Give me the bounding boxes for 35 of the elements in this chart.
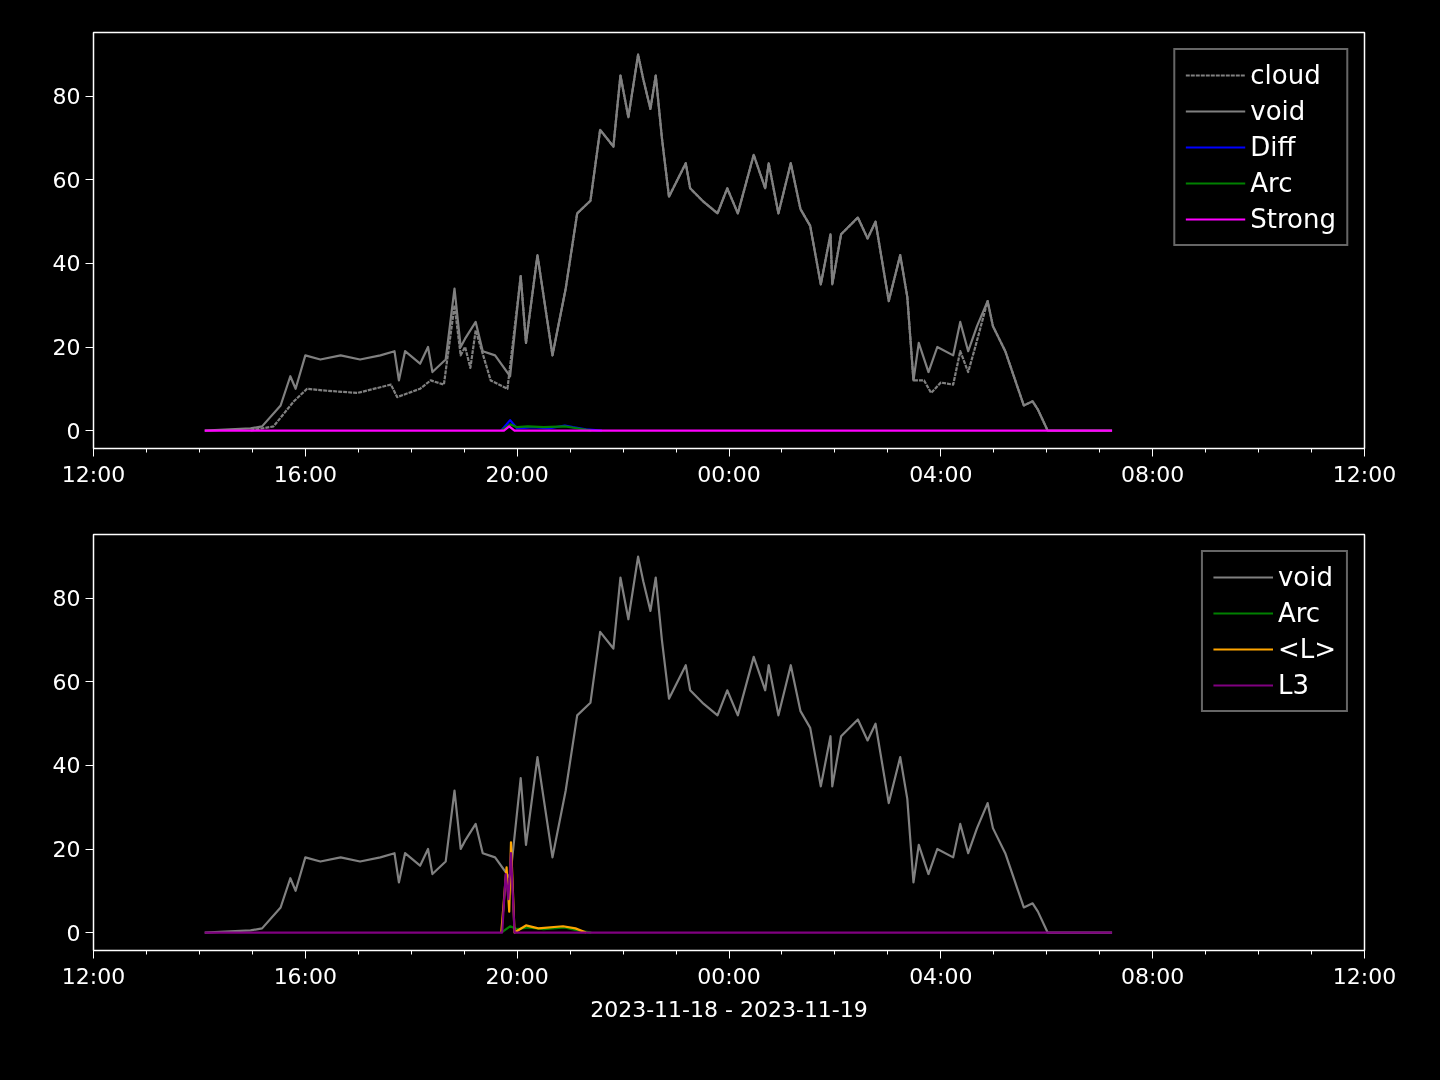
y-tick-label: 40 bbox=[52, 251, 81, 277]
legend-label: Arc bbox=[1250, 168, 1293, 198]
x-tick-label: 08:00 bbox=[1120, 963, 1185, 989]
y-tick-label: 0 bbox=[66, 418, 81, 444]
legend-label: <L> bbox=[1277, 634, 1336, 664]
y-tick-label: 60 bbox=[52, 669, 81, 695]
legend-label: Arc bbox=[1277, 598, 1321, 628]
legend-label: Diff bbox=[1250, 132, 1296, 162]
x-tick-label: 20:00 bbox=[485, 461, 549, 487]
legend-label: void bbox=[1250, 96, 1306, 126]
x-tick-label: 00:00 bbox=[697, 461, 761, 487]
x-tick-label: 12:00 bbox=[1332, 461, 1397, 487]
y-tick-label: 20 bbox=[52, 837, 81, 863]
x-tick-label: 12:00 bbox=[61, 461, 126, 487]
y-tick-label: 80 bbox=[52, 586, 81, 612]
x-tick-label: 00:00 bbox=[697, 963, 761, 989]
legend-label: L3 bbox=[1277, 670, 1309, 700]
legend-label: void bbox=[1277, 562, 1333, 592]
x-tick-label: 12:00 bbox=[61, 963, 126, 989]
x-tick-label: 12:00 bbox=[1332, 963, 1397, 989]
y-tick-label: 0 bbox=[66, 920, 81, 946]
x-axis-title: 2023-11-18 - 2023-11-19 bbox=[590, 996, 868, 1022]
x-tick-label: 16:00 bbox=[273, 963, 338, 989]
x-tick-label: 04:00 bbox=[909, 461, 973, 487]
y-tick-label: 20 bbox=[52, 335, 81, 361]
y-tick-label: 40 bbox=[52, 753, 81, 779]
legend-label: Strong bbox=[1250, 204, 1336, 234]
y-tick-label: 60 bbox=[52, 167, 81, 193]
line-series bbox=[203, 852, 1114, 934]
x-tick-label: 20:00 bbox=[485, 963, 549, 989]
legend-label: cloud bbox=[1250, 60, 1321, 90]
x-tick-label: 16:00 bbox=[273, 461, 338, 487]
y-tick-label: 80 bbox=[52, 84, 81, 110]
x-tick-label: 08:00 bbox=[1120, 461, 1185, 487]
x-tick-label: 04:00 bbox=[909, 963, 973, 989]
